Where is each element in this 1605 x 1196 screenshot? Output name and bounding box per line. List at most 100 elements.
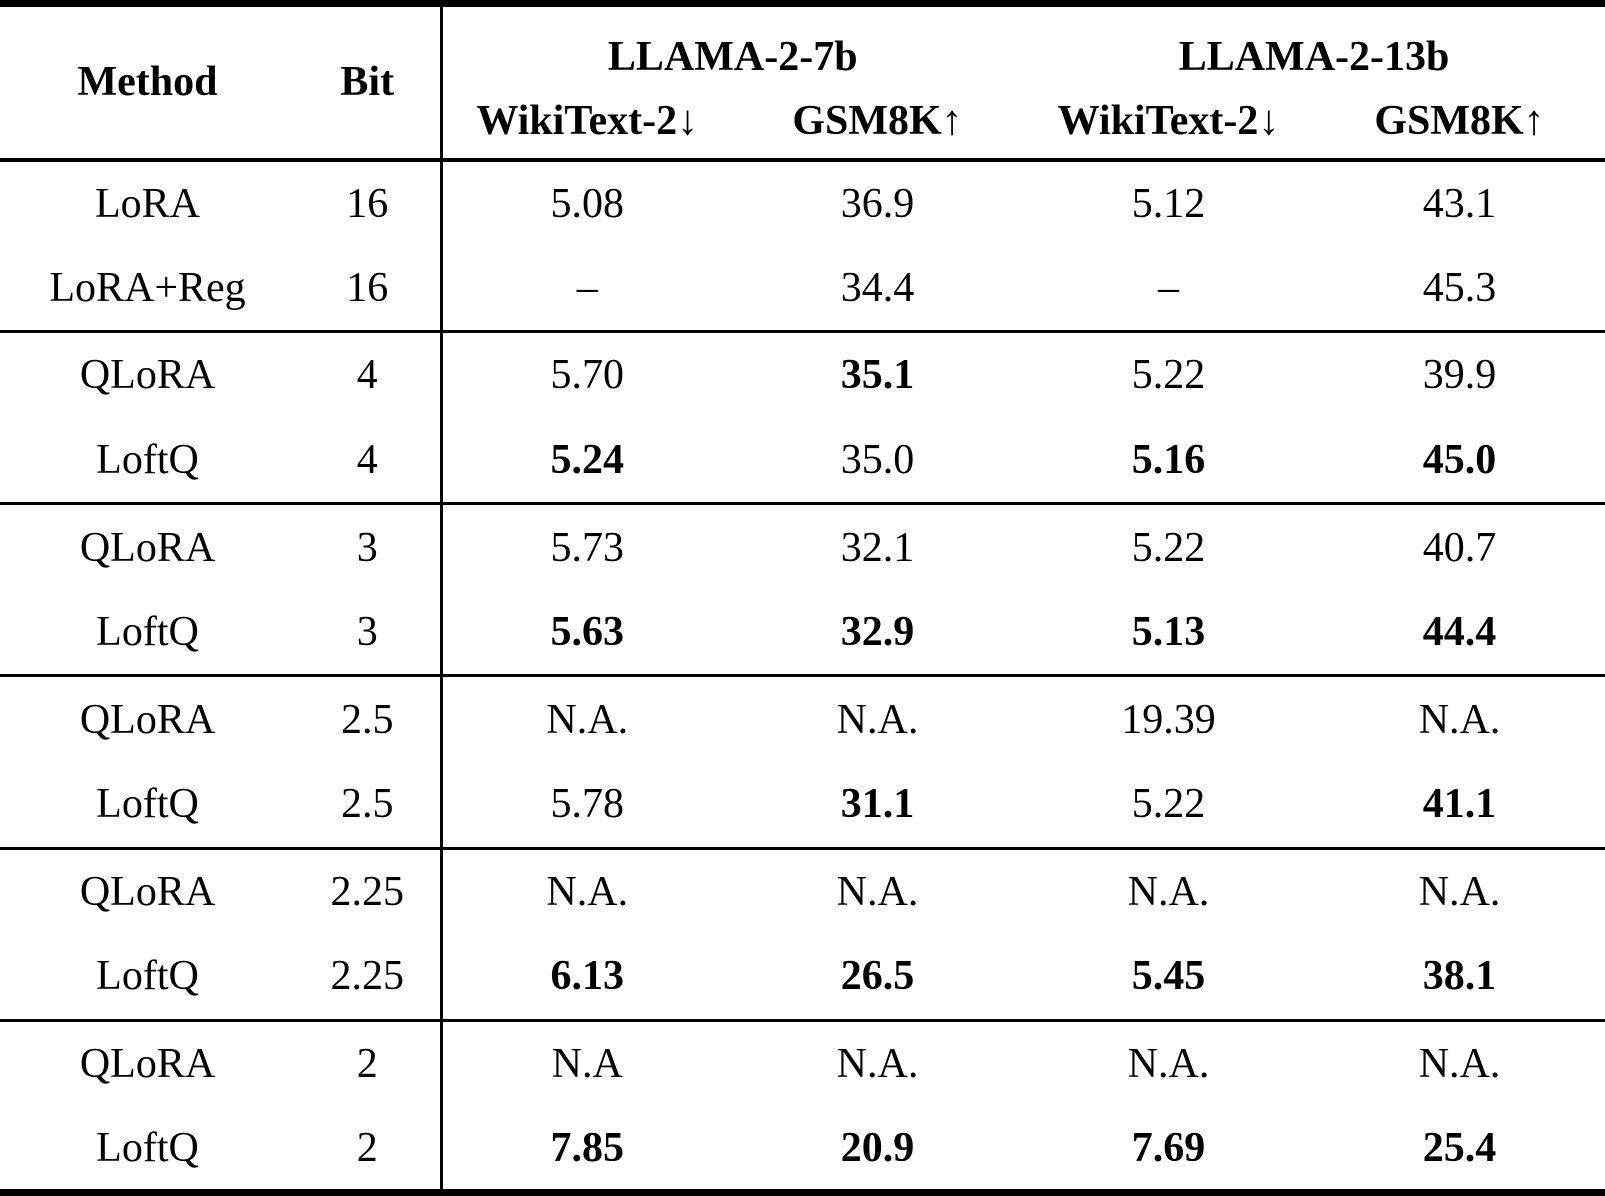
bit-cell: 16	[295, 245, 443, 332]
table-row: QLoRA 2 N.A N.A. N.A. N.A.	[0, 1020, 1605, 1107]
value-cell: 40.7	[1422, 524, 1497, 571]
value-cell: 43.1	[1422, 180, 1497, 227]
column-header-method: Method	[77, 59, 218, 106]
table-row: LoftQ 2.5 5.78 31.1 5.22 41.1	[0, 762, 1605, 849]
value-cell: 38.1	[1422, 953, 1497, 1000]
row-group: QLoRA 4 5.70 35.1 5.22 39.9 LoftQ 4 5.24 35.0 5.16…	[0, 331, 1605, 504]
value-cell: N.A.	[1127, 868, 1210, 915]
table-header: Method Bit LLAMA-2-7b LLAMA-2-13b WikiTe…	[0, 3, 1605, 160]
value-cell: 35.0	[840, 437, 915, 484]
value-cell: 5.22	[1131, 524, 1206, 571]
method-cell: QLoRA	[79, 696, 216, 743]
column-header-gsm8k-7b: GSM8K↑	[792, 97, 963, 144]
method-cell: LoRA+Reg	[49, 264, 246, 311]
bit-cell: 2.25	[295, 848, 443, 935]
value-cell: 5.08	[550, 180, 625, 227]
table-row: QLoRA 2.25 N.A. N.A. N.A. N.A.	[0, 848, 1605, 935]
value-cell: 5.24	[550, 437, 625, 484]
value-cell: N.A.	[836, 1041, 919, 1088]
column-group-llama-2-7b: LLAMA-2-7b	[607, 33, 858, 80]
metric-header-row: WikiText-2↓ GSM8K↑ WikiText-2↓ GSM8K↑	[0, 84, 1605, 160]
value-cell: 7.69	[1131, 1124, 1206, 1171]
table-row: QLoRA 3 5.73 32.1 5.22 40.7	[0, 503, 1605, 590]
method-cell: QLoRA	[79, 352, 216, 399]
row-group: QLoRA 2.5 N.A. N.A. 19.39 N.A. LoftQ 2.5 5.78 31.…	[0, 675, 1605, 849]
value-cell: 5.22	[1131, 781, 1206, 828]
method-cell: LoftQ	[96, 1124, 199, 1171]
value-cell: 5.78	[550, 781, 625, 828]
bit-cell: 16	[295, 159, 443, 246]
value-cell: 5.45	[1131, 953, 1206, 1000]
value-cell: 19.39	[1121, 696, 1216, 743]
bit-cell: 2.5	[295, 762, 443, 849]
column-header-gsm8k-13b: GSM8K↑	[1374, 97, 1545, 144]
value-cell: N.A.	[836, 696, 919, 743]
table-row: LoRA 16 5.08 36.9 5.12 43.1	[0, 159, 1605, 246]
value-cell: 45.0	[1422, 437, 1497, 484]
value-cell: –	[576, 264, 598, 311]
table-row: QLoRA 2.5 N.A. N.A. 19.39 N.A.	[0, 675, 1605, 763]
value-cell: 5.22	[1131, 352, 1206, 399]
value-cell: 44.4	[1422, 609, 1497, 656]
bit-cell: 2.25	[295, 934, 443, 1021]
value-cell: –	[1158, 264, 1180, 311]
value-cell: N.A	[551, 1041, 623, 1088]
table-row: LoftQ 2.25 6.13 26.5 5.45 38.1	[0, 934, 1605, 1021]
value-cell: N.A.	[836, 868, 919, 915]
value-cell: N.A.	[1127, 1041, 1210, 1088]
column-group-llama-2-13b: LLAMA-2-13b	[1178, 33, 1450, 80]
value-cell: 35.1	[840, 352, 915, 399]
value-cell: 5.63	[550, 609, 625, 656]
table-row: LoRA+Reg 16 – 34.4 – 45.3	[0, 245, 1605, 332]
bit-cell: 2.5	[295, 675, 443, 763]
method-cell: LoftQ	[96, 953, 199, 1000]
value-cell: 31.1	[840, 781, 915, 828]
value-cell: 5.13	[1131, 609, 1206, 656]
table-row: LoftQ 4 5.24 35.0 5.16 45.0	[0, 417, 1605, 504]
value-cell: N.A.	[546, 868, 629, 915]
method-cell: LoRA	[95, 180, 200, 227]
value-cell: 7.85	[550, 1124, 625, 1171]
bit-cell: 2	[295, 1106, 443, 1193]
method-cell: LoftQ	[96, 609, 199, 656]
value-cell: N.A.	[1418, 868, 1501, 915]
value-cell: 5.16	[1131, 437, 1206, 484]
bit-cell: 4	[295, 331, 443, 418]
bit-cell: 3	[295, 503, 443, 590]
value-cell: 20.9	[840, 1124, 915, 1171]
column-header-wikitext2-13b: WikiText-2↓	[1057, 97, 1280, 144]
value-cell: 32.9	[840, 609, 915, 656]
method-cell: LoftQ	[96, 781, 199, 828]
value-cell: 5.12	[1131, 180, 1206, 227]
bit-cell: 4	[295, 417, 443, 504]
value-cell: 6.13	[550, 953, 625, 1000]
value-cell: N.A.	[546, 696, 629, 743]
row-group: QLoRA 2 N.A N.A. N.A. N.A. LoftQ 2 7.85 20.9 7.69 2…	[0, 1020, 1605, 1193]
value-cell: 45.3	[1422, 264, 1497, 311]
value-cell: N.A.	[1418, 1041, 1501, 1088]
model-header-row: Method Bit LLAMA-2-7b LLAMA-2-13b	[0, 3, 1605, 160]
column-header-wikitext2-7b: WikiText-2↓	[476, 97, 699, 144]
value-cell: 41.1	[1422, 781, 1497, 828]
method-cell: QLoRA	[79, 1041, 216, 1088]
value-cell: 39.9	[1422, 352, 1497, 399]
table-row: LoftQ 2 7.85 20.9 7.69 25.4	[0, 1106, 1605, 1193]
table-row: LoftQ 3 5.63 32.9 5.13 44.4	[0, 589, 1605, 676]
value-cell: 26.5	[840, 953, 915, 1000]
column-header-bit: Bit	[295, 3, 443, 160]
value-cell: 25.4	[1422, 1124, 1497, 1171]
method-cell: LoftQ	[96, 437, 199, 484]
row-group: QLoRA 2.25 N.A. N.A. N.A. N.A. LoftQ 2.25 6.13 26…	[0, 848, 1605, 1021]
value-cell: 32.1	[840, 524, 915, 571]
bit-cell: 3	[295, 589, 443, 676]
method-cell: QLoRA	[79, 524, 216, 571]
row-group: LoRA 16 5.08 36.9 5.12 43.1 LoRA+Reg 16 – 34.4 – 45…	[0, 159, 1605, 332]
row-group: QLoRA 3 5.73 32.1 5.22 40.7 LoftQ 3 5.63 32.9 5.13…	[0, 503, 1605, 676]
value-cell: 34.4	[840, 264, 915, 311]
value-cell: 5.73	[550, 524, 625, 571]
method-cell: QLoRA	[79, 868, 216, 915]
value-cell: N.A.	[1418, 696, 1501, 743]
bit-cell: 2	[295, 1020, 443, 1107]
value-cell: 36.9	[840, 180, 915, 227]
